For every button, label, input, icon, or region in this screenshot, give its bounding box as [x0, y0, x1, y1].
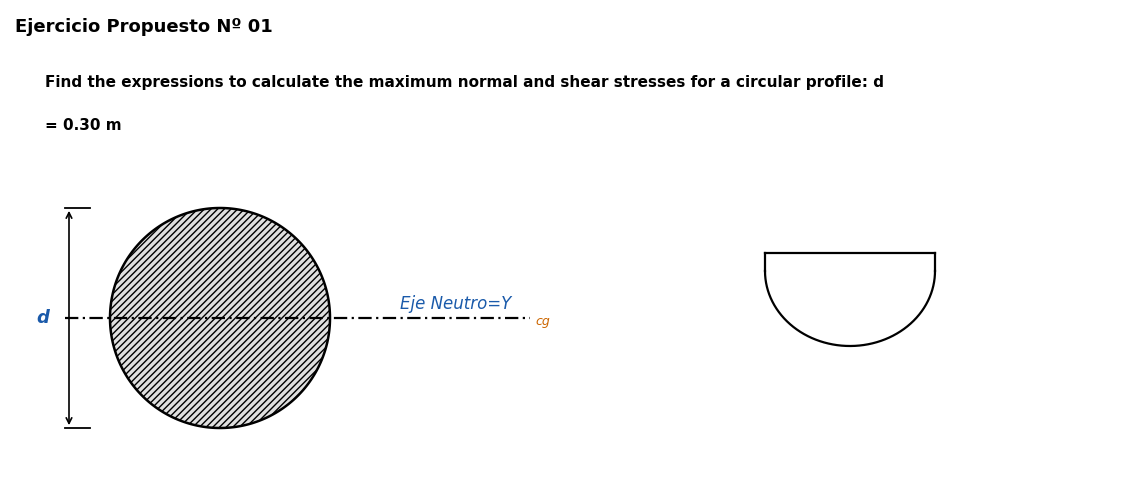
Text: d: d [37, 309, 49, 327]
Text: Eje Neutro=Y: Eje Neutro=Y [400, 295, 512, 313]
Text: cg: cg [535, 315, 550, 328]
Text: = 0.30 m: = 0.30 m [45, 118, 121, 133]
Text: Find the expressions to calculate the maximum normal and shear stresses for a ci: Find the expressions to calculate the ma… [45, 75, 884, 90]
Text: Ejercicio Propuesto Nº 01: Ejercicio Propuesto Nº 01 [15, 18, 273, 36]
Polygon shape [110, 208, 330, 428]
